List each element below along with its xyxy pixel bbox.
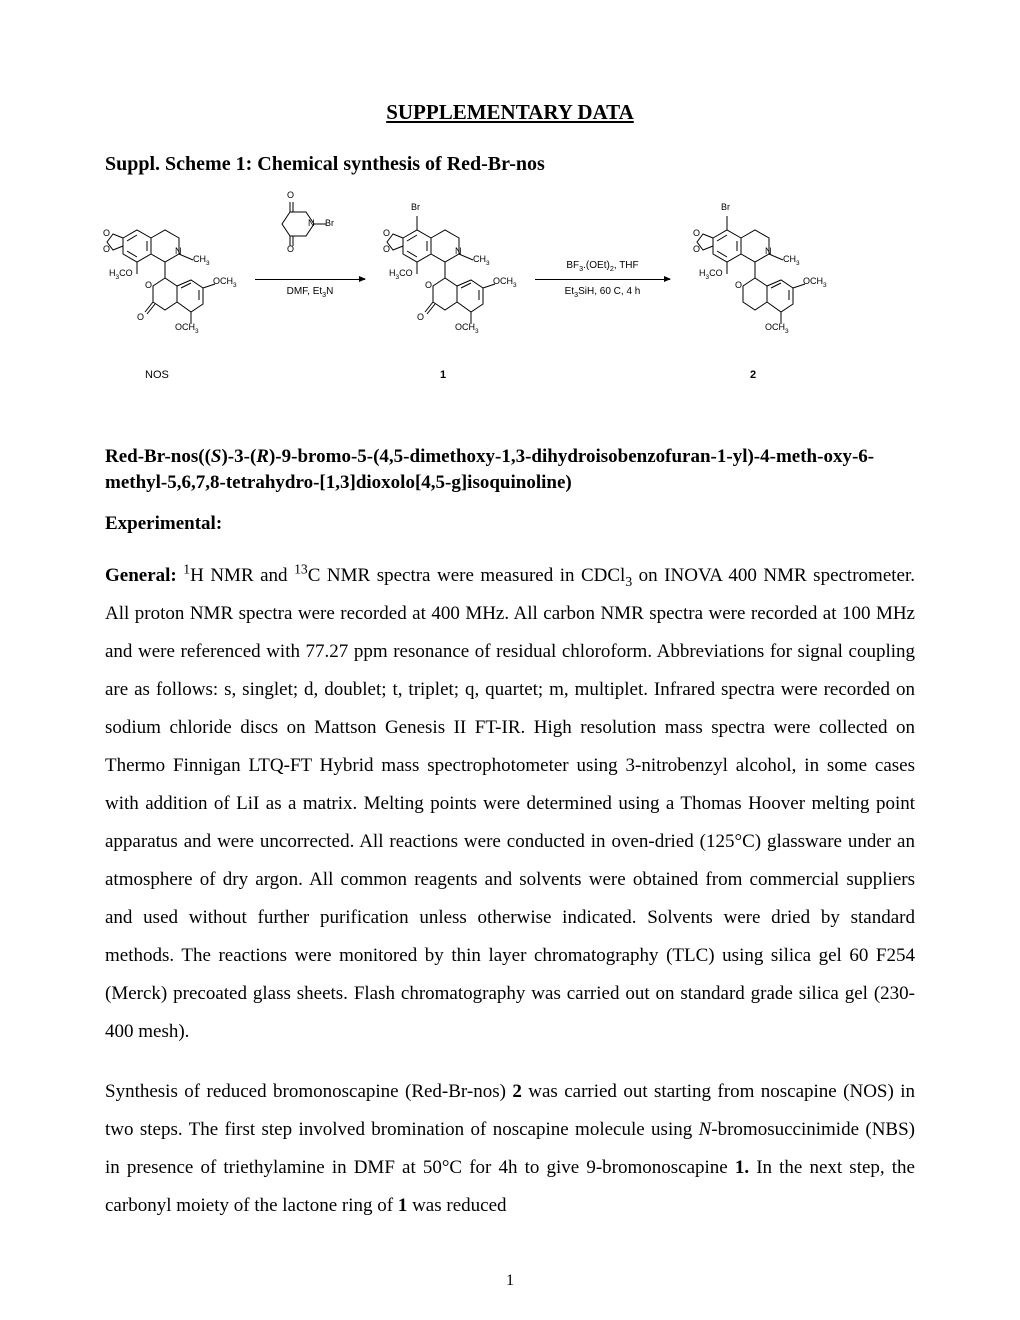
reaction-arrow-2 bbox=[535, 279, 670, 280]
label-1: 1 bbox=[440, 369, 446, 381]
scheme-figure: O O N CH3 H3CO O O OCH3 OCH3 O O N Br DM… bbox=[105, 194, 915, 404]
scheme-title: Suppl. Scheme 1: Chemical synthesis of R… bbox=[105, 153, 915, 176]
label-nos: NOS bbox=[145, 369, 169, 381]
compound-name: Red-Br-nos((S)-3-(R)-9-bromo-5-(4,5-dime… bbox=[105, 444, 915, 495]
synthesis-paragraph: Synthesis of reduced bromonoscapine (Red… bbox=[105, 1073, 915, 1225]
reagent-nbs: O O N Br bbox=[270, 194, 340, 259]
arrow2-label-top: BF3.(OEt)2, THF bbox=[535, 260, 670, 271]
general-label: General: bbox=[105, 565, 177, 586]
page-number: 1 bbox=[0, 1272, 1020, 1290]
reaction-arrow-1 bbox=[255, 279, 365, 280]
label-2: 2 bbox=[750, 369, 756, 381]
molecule-1: O O N CH3 H3CO O O OCH3 OCH3 Br bbox=[385, 204, 505, 354]
general-paragraph: General: 1H NMR and 13C NMR spectra were… bbox=[105, 557, 915, 1051]
arrow1-label: DMF, Et3N bbox=[255, 286, 365, 297]
molecule-2: O O N CH3 H3CO O OCH3 OCH3 Br bbox=[695, 204, 815, 354]
molecule-nos: O O N CH3 H3CO O O OCH3 OCH3 bbox=[105, 204, 225, 354]
page-title: SUPPLEMENTARY DATA bbox=[105, 100, 915, 125]
arrow2-label-bottom: Et3SiH, 60 C, 4 h bbox=[535, 286, 670, 297]
experimental-header: Experimental: bbox=[105, 513, 915, 535]
